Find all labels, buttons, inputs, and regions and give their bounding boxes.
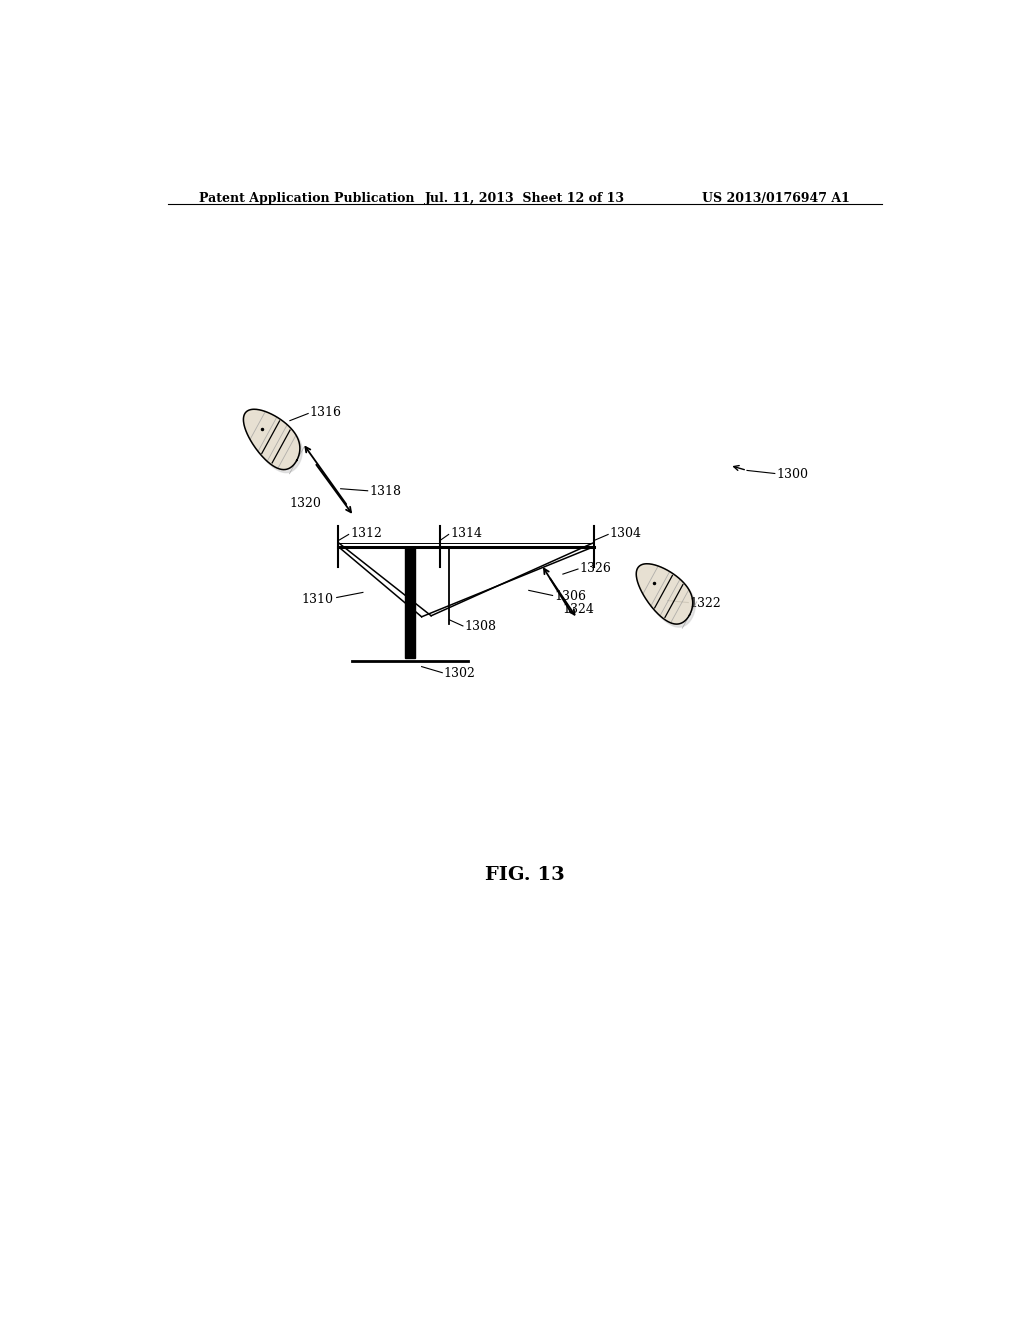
Polygon shape xyxy=(246,412,302,473)
Text: 1320: 1320 xyxy=(289,498,321,511)
Text: 1314: 1314 xyxy=(451,527,482,540)
Text: 1304: 1304 xyxy=(609,527,642,540)
Text: 1302: 1302 xyxy=(443,667,476,680)
Polygon shape xyxy=(636,564,692,624)
Text: 1310: 1310 xyxy=(301,593,333,606)
Text: FIG. 13: FIG. 13 xyxy=(485,866,564,884)
Text: 1300: 1300 xyxy=(776,469,808,480)
Text: 1312: 1312 xyxy=(350,527,382,540)
Text: 1318: 1318 xyxy=(370,486,401,498)
Text: 1326: 1326 xyxy=(580,561,611,574)
Polygon shape xyxy=(639,566,695,627)
Text: Patent Application Publication: Patent Application Publication xyxy=(200,191,415,205)
Text: US 2013/0176947 A1: US 2013/0176947 A1 xyxy=(702,191,850,205)
Text: 1316: 1316 xyxy=(309,407,342,418)
Text: 1308: 1308 xyxy=(465,620,497,634)
Text: 1322: 1322 xyxy=(690,597,722,610)
Polygon shape xyxy=(244,409,300,470)
Text: Jul. 11, 2013  Sheet 12 of 13: Jul. 11, 2013 Sheet 12 of 13 xyxy=(425,191,625,205)
Text: 1306: 1306 xyxy=(554,590,586,603)
Bar xyxy=(404,546,415,659)
Text: 1324: 1324 xyxy=(563,603,595,616)
